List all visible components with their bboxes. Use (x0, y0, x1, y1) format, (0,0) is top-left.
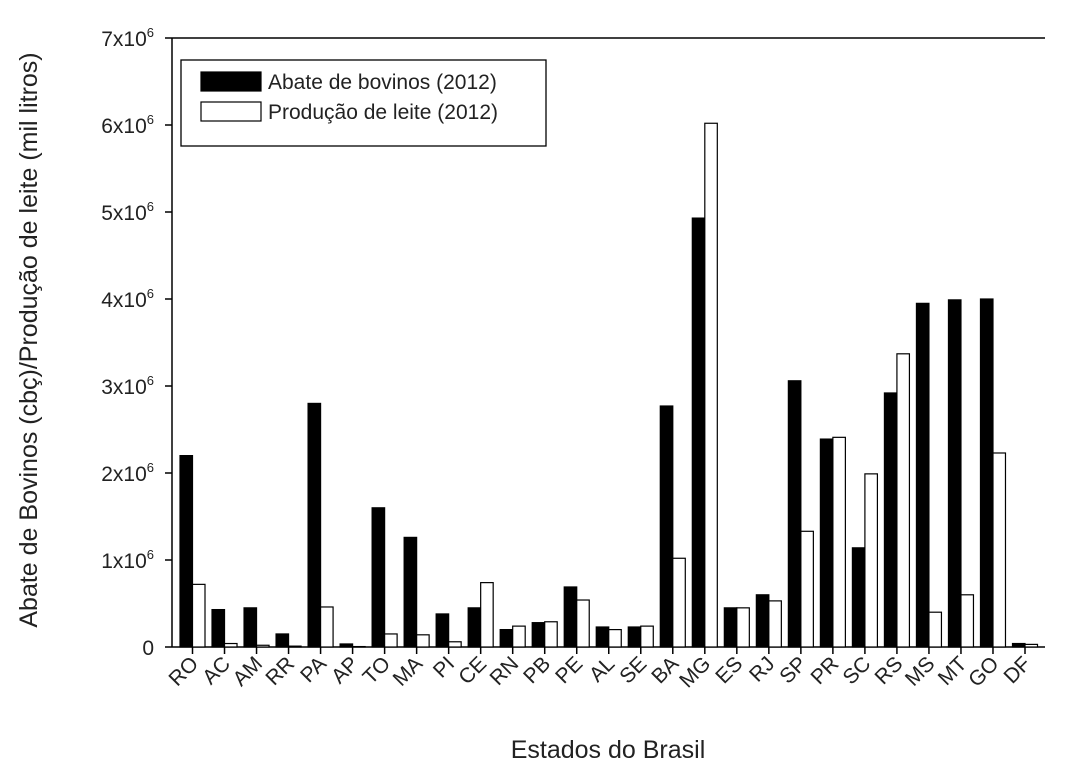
y-tick-label: 2x106 (101, 460, 154, 486)
x-tick-label: RO (164, 652, 203, 691)
y-tick-label: 6x106 (101, 112, 154, 138)
bar-abate-rs (883, 392, 898, 648)
bar-abate-rn (499, 628, 514, 648)
bar-leite-rs (896, 353, 911, 648)
y-tick-label: 3x106 (101, 373, 154, 399)
x-tick-label: AC (198, 652, 235, 689)
x-tick-label: PE (551, 652, 587, 688)
bar-abate-ma (403, 536, 418, 648)
bar-leite-pe (576, 599, 590, 648)
bar-leite-df (1024, 643, 1039, 648)
y-axis-label: Abate de Bovinos (cbç)/Produção de leite… (15, 52, 43, 627)
bar-leite-ac (223, 642, 238, 648)
bar-leite-go (992, 452, 1007, 648)
bar-leite-am (255, 644, 270, 648)
legend-swatch (200, 101, 262, 122)
x-tick-label: SE (615, 652, 651, 688)
bar-leite-ba (672, 557, 686, 648)
bar-abate-to (371, 507, 386, 648)
y-tick-label: 0 (142, 637, 154, 660)
bar-abate-sp (787, 380, 802, 648)
x-tick-label: GO (964, 652, 1003, 691)
bar-leite-pr (832, 436, 846, 648)
x-tick-label: AP (327, 652, 363, 688)
bar-leite-se (640, 625, 654, 648)
bar-leite-rr (287, 645, 302, 648)
bar-abate-pb (531, 622, 546, 648)
x-tick-label: AM (229, 652, 268, 691)
x-tick-label: MT (934, 652, 972, 690)
x-tick-label: PA (296, 652, 331, 687)
bar-abate-rj (755, 594, 770, 648)
x-tick-label: PI (429, 652, 459, 682)
bar-abate-pr (819, 438, 834, 648)
bar-leite-to (384, 633, 398, 648)
x-tick-label: ES (711, 652, 747, 688)
bar-leite-rj (768, 600, 782, 648)
bar-abate-ce (467, 607, 482, 648)
bar-leite-sc (864, 473, 879, 648)
legend-swatch (200, 71, 262, 92)
bar-leite-pb (544, 621, 558, 648)
bar-abate-mg (691, 217, 706, 648)
x-tick-label: MS (901, 652, 940, 691)
bar-abate-es (723, 607, 738, 648)
bar-abate-pa (307, 402, 322, 648)
bar-leite-ce (480, 582, 494, 648)
legend: Abate de bovinos (2012) Produção de leite… (180, 59, 547, 147)
legend-label: Abate de bovinos (2012) (268, 71, 497, 94)
bar-leite-ro (191, 583, 206, 648)
x-tick-label: PR (807, 652, 844, 689)
x-tick-label: AL (585, 652, 619, 686)
bar-abate-rr (275, 633, 290, 648)
y-tick-label: 1x106 (101, 547, 154, 573)
bar-abate-am (243, 607, 258, 648)
x-tick-label: SC (839, 652, 876, 689)
x-tick-label: RJ (745, 652, 779, 686)
bar-leite-sp (800, 530, 814, 648)
bars (179, 122, 1039, 648)
bar-leite-ma (416, 634, 430, 648)
bar-abate-ac (211, 608, 226, 648)
y-tick-label: 7x106 (101, 25, 154, 51)
x-tick-label: SP (775, 652, 811, 688)
bar-leite-al (608, 628, 622, 648)
y-tick-label: 5x106 (101, 199, 154, 225)
x-tick-label: CE (454, 652, 491, 689)
bar-abate-df (1011, 642, 1026, 648)
x-tick-label: MA (389, 652, 428, 691)
bar-abate-go (979, 298, 994, 648)
x-tick-label: PB (519, 652, 555, 688)
bar-leite-pi (448, 641, 462, 648)
bar-leite-ms (928, 611, 943, 648)
y-axis-ticks: 0 1x106 2x106 3x106 4x106 5x106 6x106 7x106 (101, 25, 172, 660)
bar-abate-pi (435, 613, 450, 648)
bar-abate-ap (339, 643, 354, 648)
x-tick-label: MG (675, 652, 715, 692)
x-tick-label: RN (486, 652, 524, 690)
bar-abate-ba (659, 405, 674, 648)
legend-label: Produção de leite (2012) (268, 101, 498, 124)
bar-abate-se (627, 626, 642, 648)
bar-abate-mt (947, 299, 962, 648)
bar-leite-es (736, 607, 750, 648)
bar-abate-ro (179, 455, 194, 648)
bar-abate-ms (915, 302, 930, 648)
bar-leite-pa (319, 606, 334, 648)
y-tick-label: 4x106 (101, 286, 154, 312)
x-tick-label: BA (647, 652, 683, 688)
bar-leite-rn (512, 625, 526, 648)
x-axis-label: Estados do Brasil (511, 736, 706, 762)
bar-leite-mg (704, 122, 718, 648)
bar-abate-sc (851, 547, 866, 648)
x-tick-label: TO (359, 652, 396, 689)
x-tick-label: RR (261, 652, 299, 690)
bar-leite-mt (960, 594, 975, 648)
x-tick-label: RS (871, 652, 908, 689)
bar-abate-pe (563, 586, 578, 648)
x-tick-label: DF (999, 652, 1035, 688)
bar-abate-al (595, 626, 610, 648)
